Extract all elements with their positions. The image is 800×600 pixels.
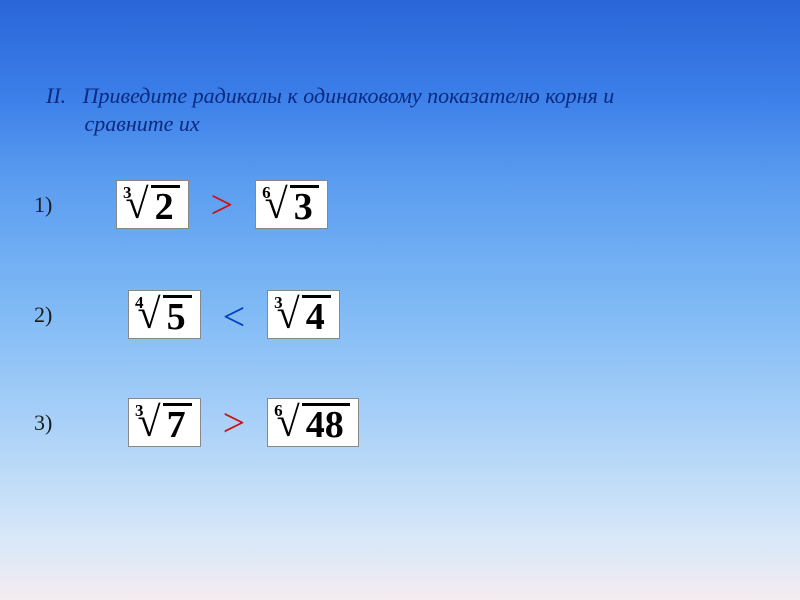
radical-left: 3 √ 2 <box>116 180 189 229</box>
radical-left: 3 √ 7 <box>128 398 201 447</box>
row-enum: 2) <box>34 302 86 328</box>
radical-right: 6 √ 48 <box>267 398 359 447</box>
radicand: 48 <box>302 403 350 444</box>
radical-right: 6 √ 3 <box>255 180 328 229</box>
exercise-title: II. Приведите радикалы к одинаковому пок… <box>46 82 746 137</box>
radical-left: 4 √ 5 <box>128 290 201 339</box>
radical-index: 4 <box>135 293 144 313</box>
comparison-row: 2) 4 √ 5 < 3 √ 4 <box>34 290 340 339</box>
radical-index: 3 <box>123 183 132 203</box>
radical-index: 3 <box>274 293 283 313</box>
row-enum: 1) <box>34 192 86 218</box>
radicand: 5 <box>163 295 192 336</box>
radical-index: 6 <box>274 401 283 421</box>
radicand: 2 <box>151 185 180 226</box>
radical-index: 3 <box>135 401 144 421</box>
radicand: 7 <box>163 403 192 444</box>
radicand: 3 <box>290 185 319 226</box>
radical-index: 6 <box>262 183 271 203</box>
radicand: 4 <box>302 295 331 336</box>
comparison-row: 3) 3 √ 7 > 6 √ 48 <box>34 398 359 447</box>
row-enum: 3) <box>34 410 86 436</box>
radical-right: 3 √ 4 <box>267 290 340 339</box>
title-line2: сравните их <box>85 111 200 136</box>
comparison-row: 1) 3 √ 2 > 6 √ 3 <box>34 180 328 229</box>
title-numeral: II. <box>46 83 66 108</box>
comparator: < <box>223 293 246 340</box>
title-line1: Приведите радикалы к одинаковому показат… <box>83 83 615 108</box>
comparator: > <box>211 181 234 228</box>
comparator: > <box>223 399 246 446</box>
